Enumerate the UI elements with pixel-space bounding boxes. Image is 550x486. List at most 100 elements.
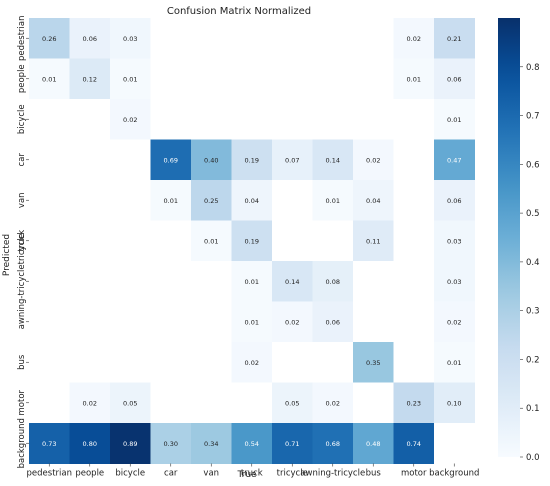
- y-tick-label: bicycle: [17, 104, 27, 134]
- heatmap-cell: [69, 180, 111, 221]
- x-tick-label: bus: [366, 469, 382, 479]
- heatmap-cell: [191, 423, 232, 464]
- cell-value-label: 0.03: [447, 278, 461, 286]
- cell-value-label: 0.05: [285, 399, 299, 407]
- cell-value-label: 0.54: [245, 440, 259, 448]
- heatmap-cell: [353, 99, 394, 140]
- heatmap-cell: [231, 301, 273, 343]
- heatmap-cell: [353, 382, 394, 424]
- heatmap-cell: [231, 58, 273, 100]
- heatmap-cell: [231, 382, 273, 424]
- heatmap-cell: [69, 139, 111, 181]
- heatmap-cell: [191, 382, 232, 424]
- heatmap-cell: [29, 180, 70, 221]
- heatmap-cell: [272, 423, 313, 464]
- cell-value-label: 0.04: [245, 197, 259, 205]
- heatmap-cell: [69, 342, 111, 383]
- heatmap-cell: [312, 220, 354, 262]
- heatmap-cell: [191, 99, 232, 140]
- heatmap-cell: [231, 220, 273, 262]
- cell-value-label: 0.06: [447, 75, 461, 83]
- heatmap-cell: [69, 58, 111, 100]
- cell-value-label: 0.21: [447, 35, 461, 43]
- heatmap-cell: [393, 220, 435, 262]
- heatmap-cell: [231, 18, 273, 59]
- cell-value-label: 0.03: [447, 237, 461, 245]
- heatmap-cell: [393, 99, 435, 140]
- cell-value-label: 0.03: [123, 35, 137, 43]
- heatmap-cell: [312, 18, 354, 59]
- heatmap-cell: [69, 301, 111, 343]
- heatmap-cell: [353, 342, 394, 383]
- heatmap-cell: [434, 423, 475, 464]
- cell-value-label: 0.19: [245, 156, 259, 164]
- heatmap-cell: [272, 180, 313, 221]
- heatmap-cell: [29, 18, 70, 59]
- heatmap-cell: [434, 301, 475, 343]
- y-tick-label: truck: [17, 230, 27, 252]
- heatmap-cell: [150, 261, 192, 302]
- heatmap-cell: [353, 220, 394, 262]
- y-tick-label: car: [17, 153, 27, 167]
- cell-value-label: 0.30: [164, 440, 178, 448]
- cell-value-label: 0.05: [123, 399, 137, 407]
- colorbar-tick-label: 0.0: [526, 453, 540, 463]
- y-tick-label: awning-tricycletricycle: [17, 233, 27, 329]
- heatmap-cell: [353, 58, 394, 100]
- heatmap-cell: [434, 180, 475, 221]
- heatmap-cell: [434, 261, 475, 302]
- cell-value-label: 0.07: [285, 156, 299, 164]
- y-tick-label: motor: [17, 389, 27, 415]
- heatmap-cell: [69, 261, 111, 302]
- cell-value-label: 0.08: [326, 278, 340, 286]
- y-tick-label: pedestrian: [17, 16, 27, 61]
- y-axis-title: Predicted: [2, 234, 12, 276]
- cell-value-label: 0.02: [83, 399, 97, 407]
- x-tick-label: awning-tricycle: [300, 469, 365, 479]
- cell-value-label: 0.02: [447, 318, 461, 326]
- heatmap-cell: [434, 58, 475, 100]
- heatmap-cell: [312, 139, 354, 181]
- x-tick-label: tricycle: [277, 469, 308, 479]
- colorbar-tick-label: 0.1: [526, 404, 540, 414]
- cell-value-label: 0.01: [42, 75, 56, 83]
- heatmap-cell: [150, 139, 192, 181]
- heatmap-cell: [434, 342, 475, 383]
- colorbar-tick-label: 0.2: [526, 355, 540, 365]
- cell-value-label: 0.01: [245, 278, 259, 286]
- heatmap-cell: [434, 18, 475, 59]
- x-tick-label: motor: [401, 469, 427, 479]
- heatmap-cell: [231, 139, 273, 181]
- heatmap-cell: [29, 382, 70, 424]
- cell-value-label: 0.73: [42, 440, 56, 448]
- cell-value-label: 0.19: [245, 237, 259, 245]
- cell-value-label: 0.02: [245, 359, 259, 367]
- x-tick-label: background: [429, 469, 479, 479]
- heatmap-cell: [150, 58, 192, 100]
- heatmap-cell: [231, 180, 273, 221]
- heatmap-cell: [312, 58, 354, 100]
- y-tick-labels: pedestrian people bicycle car van truckawning…: [17, 16, 29, 468]
- cell-value-label: 0.01: [447, 359, 461, 367]
- heatmap-cell: [110, 139, 151, 181]
- heatmap-cell: [353, 261, 394, 302]
- heatmap-cell: [29, 139, 70, 181]
- heatmap-cell: [191, 301, 232, 343]
- heatmap-cell: [110, 220, 151, 262]
- x-tick-label: pedestrian: [27, 469, 72, 479]
- y-tick-label: van: [17, 192, 27, 208]
- heatmap-cell: [110, 382, 151, 424]
- heatmap-cell: [150, 180, 192, 221]
- heatmap-cell: [191, 220, 232, 262]
- heatmap-cell: [110, 180, 151, 221]
- x-tick-label: people: [75, 469, 104, 479]
- heatmap-cell: [353, 139, 394, 181]
- cell-value-label: 0.14: [326, 156, 340, 164]
- cell-value-label: 0.23: [407, 399, 421, 407]
- heatmap-cell: [434, 139, 475, 181]
- cell-value-label: 0.01: [123, 75, 137, 83]
- heatmap-cell: [231, 99, 273, 140]
- heatmap-cell: [434, 220, 475, 262]
- heatmap-cell: [231, 423, 273, 464]
- heatmap-cell: [312, 382, 354, 424]
